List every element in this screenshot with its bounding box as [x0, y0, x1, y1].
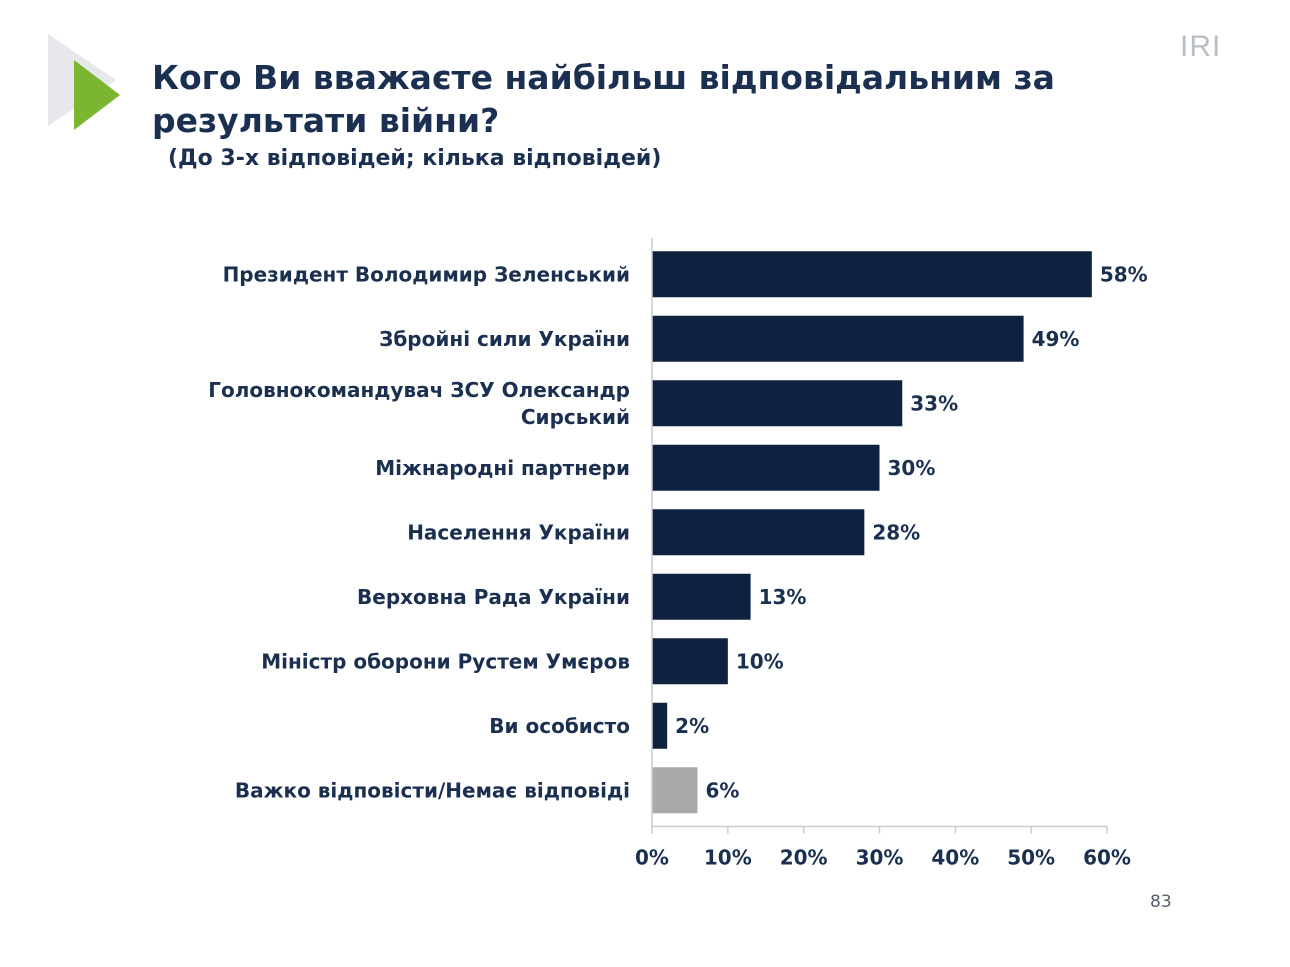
x-tick-label: 50% [1007, 846, 1055, 870]
category-label: Головнокомандувач ЗСУ Олександр [208, 378, 630, 402]
bar [652, 509, 865, 556]
brand-label: IRI [1180, 30, 1222, 63]
data-label: 2% [675, 714, 709, 738]
x-tick-label: 30% [856, 846, 904, 870]
data-label: 58% [1100, 262, 1148, 286]
category-label: Сирський [521, 405, 630, 429]
category-label: Важко відповісти/Немає відповіді [235, 778, 630, 802]
category-label: Збройні сили України [379, 327, 630, 351]
x-tick-label: 60% [1083, 846, 1131, 870]
data-label: 13% [759, 585, 807, 609]
x-tick-label: 0% [635, 846, 669, 870]
data-label: 49% [1032, 327, 1080, 351]
x-tick-label: 20% [780, 846, 828, 870]
bar [652, 767, 698, 814]
bar [652, 315, 1024, 362]
category-label: Міністр оборони Рустем Умєров [261, 649, 630, 673]
page-subtitle: (До 3-х відповідей; кілька відповідей) [168, 146, 662, 171]
data-label: 10% [736, 649, 784, 673]
bar [652, 380, 903, 427]
category-label: Ви особисто [489, 714, 630, 738]
logo-arrow-icon [44, 34, 124, 134]
bar [652, 638, 728, 685]
bar [652, 702, 668, 749]
page-title: Кого Ви вважаєте найбільш відповідальним… [152, 58, 1055, 140]
bar [652, 444, 880, 491]
category-label: Президент Володимир Зеленський [223, 262, 630, 286]
category-label: Верховна Рада України [357, 585, 630, 609]
logo-arrow-shape [74, 60, 120, 130]
x-tick-label: 40% [931, 846, 979, 870]
page-number: 83 [1150, 892, 1172, 912]
x-tick-label: 10% [704, 846, 752, 870]
data-label: 6% [706, 778, 740, 802]
category-label: Населення України [407, 520, 630, 544]
category-label: Міжнародні партнери [375, 456, 630, 480]
bar [652, 573, 751, 620]
data-label: 28% [872, 520, 920, 544]
data-label: 30% [888, 456, 936, 480]
data-label: 33% [910, 391, 958, 415]
bar [652, 251, 1092, 298]
